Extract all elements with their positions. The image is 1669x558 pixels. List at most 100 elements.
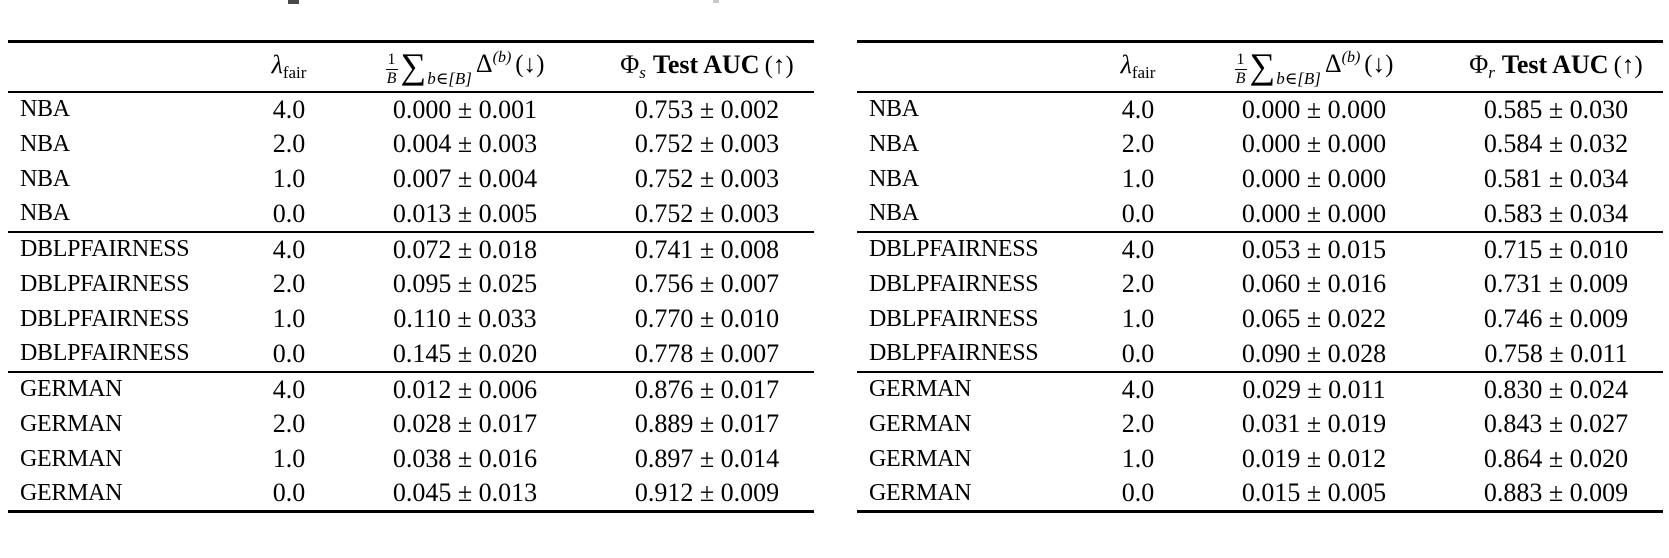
auc-cell: 0.585 ± 0.030 — [1483, 94, 1629, 124]
delta-cell: 0.038 ± 0.016 — [392, 444, 538, 473]
summation-symbol: ∑ — [1249, 45, 1276, 86]
auc-cell: 0.752 ± 0.003 — [634, 129, 780, 158]
lambda-cell: 4.0 — [272, 94, 306, 124]
delta-cell: 0.012 ± 0.006 — [392, 374, 538, 404]
table-row: NBA 0.0 0.013 ± 0.005 0.752 ± 0.003 — [8, 197, 814, 232]
delta-cell: 0.145 ± 0.020 — [392, 338, 538, 368]
table-row: DBLPFAIRNESS 4.0 0.053 ± 0.015 0.715 ± 0.01… — [857, 232, 1663, 267]
phi-symbol: Φ — [620, 50, 640, 80]
lambda-fair-column-header: λfair — [1097, 42, 1179, 92]
dataset-cell: GERMAN — [869, 376, 972, 402]
delta-cell: 0.072 ± 0.018 — [392, 234, 538, 264]
lambda-cell: 2.0 — [1121, 409, 1155, 438]
auc-cell: 0.752 ± 0.003 — [634, 164, 780, 193]
delta-superscript: (b) — [492, 48, 512, 66]
nba-group: NBA 4.0 0.000 ± 0.001 0.753 ± 0.002 NBA 2.0 0.… — [8, 92, 814, 232]
lambda-cell: 2.0 — [1121, 269, 1155, 298]
lambda-cell: 1.0 — [272, 444, 306, 473]
dataset-cell: DBLPFAIRNESS — [20, 305, 190, 332]
dataset-cell: GERMAN — [20, 376, 123, 402]
auc-cell: 0.864 ± 0.020 — [1483, 444, 1629, 473]
auc-cell: 0.715 ± 0.010 — [1483, 234, 1629, 264]
delta-cell: 0.053 ± 0.015 — [1241, 234, 1387, 264]
summation-subscript: b∈[B] — [1276, 68, 1321, 88]
lambda-cell: 2.0 — [272, 409, 306, 438]
dataset-cell: DBLPFAIRNESS — [869, 340, 1039, 366]
table-row: GERMAN 1.0 0.019 ± 0.012 0.864 ± 0.020 — [857, 442, 1663, 477]
table-row: GERMAN 2.0 0.031 ± 0.019 0.843 ± 0.027 — [857, 407, 1663, 442]
lambda-cell: 2.0 — [1121, 129, 1155, 158]
delta-superscript: (b) — [1341, 48, 1361, 66]
delta-cell: 0.090 ± 0.028 — [1241, 338, 1387, 368]
delta-cell: 0.045 ± 0.013 — [392, 478, 538, 508]
table-row: GERMAN 4.0 0.012 ± 0.006 0.876 ± 0.017 — [8, 372, 814, 407]
lambda-subscript: fair — [282, 63, 307, 83]
dataset-cell: DBLPFAIRNESS — [869, 236, 1039, 262]
header-row: λfair 1 B ∑b∈[B]Δ(b) (↓) Φs Test AUC (↑) — [8, 42, 814, 92]
dblpfairness-group: DBLPFAIRNESS 4.0 0.072 ± 0.018 0.741 ± 0.00… — [8, 231, 814, 372]
german-group: GERMAN 4.0 0.012 ± 0.006 0.876 ± 0.017 GERMA… — [8, 371, 814, 512]
lambda-cell: 1.0 — [1121, 164, 1155, 193]
table-row: GERMAN 4.0 0.029 ± 0.011 0.830 ± 0.024 — [857, 372, 1663, 407]
delta-cell: 0.095 ± 0.025 — [392, 269, 538, 298]
lambda-cell: 0.0 — [1121, 338, 1155, 368]
dataset-cell: NBA — [20, 165, 70, 192]
table-row: GERMAN 1.0 0.038 ± 0.016 0.897 ± 0.014 — [8, 442, 814, 477]
auc-cell: 0.843 ± 0.027 — [1483, 409, 1629, 438]
auc-cell: 0.581 ± 0.034 — [1483, 164, 1629, 193]
lambda-cell: 4.0 — [1121, 374, 1155, 404]
table-row: NBA 1.0 0.007 ± 0.004 0.752 ± 0.003 — [8, 162, 814, 197]
dataset-cell: GERMAN — [20, 479, 123, 506]
phi-r-table-container: λfair 1 B ∑b∈[B]Δ(b) (↓) Φr Test AUC (↑) NBA 4… — [857, 40, 1663, 513]
test-auc-label: Test AUC — [652, 50, 760, 80]
lambda-cell: 4.0 — [272, 374, 306, 404]
dblpfairness-group: DBLPFAIRNESS 4.0 0.053 ± 0.015 0.715 ± 0.01… — [857, 231, 1663, 372]
auc-cell: 0.756 ± 0.007 — [634, 269, 780, 298]
phi-subscript: r — [1488, 63, 1495, 83]
auc-cell: 0.912 ± 0.009 — [634, 478, 780, 508]
lambda-cell: 1.0 — [272, 164, 306, 193]
table-row: DBLPFAIRNESS 0.0 0.090 ± 0.028 0.758 ± 0.01… — [857, 337, 1663, 372]
down-arrow-marker: (↓) — [1364, 50, 1394, 78]
dataset-cell: DBLPFAIRNESS — [869, 270, 1039, 297]
phi-s-results-table: λfair 1 B ∑b∈[B]Δ(b) (↓) Φs Test AUC (↑) NBA 4… — [8, 40, 814, 513]
auc-cell: 0.889 ± 0.017 — [634, 409, 780, 438]
dataset-cell: NBA — [869, 130, 919, 157]
table-row: NBA 4.0 0.000 ± 0.000 0.585 ± 0.030 — [857, 92, 1663, 127]
header-row: λfair 1 B ∑b∈[B]Δ(b) (↓) Φr Test AUC (↑) — [857, 42, 1663, 92]
dataset-cell: DBLPFAIRNESS — [20, 236, 190, 262]
lambda-symbol: λ — [271, 50, 283, 80]
test-auc-column-header: Φr Test AUC (↑) — [1449, 42, 1663, 92]
dataset-column-header — [857, 42, 1097, 92]
auc-cell: 0.758 ± 0.011 — [1484, 338, 1628, 368]
dataset-cell: NBA — [869, 165, 919, 192]
auc-cell: 0.731 ± 0.009 — [1483, 269, 1629, 298]
auc-cell: 0.897 ± 0.014 — [634, 444, 780, 473]
mean-delta-column-header: 1 B ∑b∈[B]Δ(b) (↓) — [330, 42, 600, 92]
cropped-text-artifact — [288, 0, 299, 4]
table-row: NBA 4.0 0.000 ± 0.001 0.753 ± 0.002 — [8, 92, 814, 127]
auc-cell: 0.876 ± 0.017 — [634, 374, 780, 404]
auc-cell: 0.770 ± 0.010 — [634, 304, 780, 333]
lambda-cell: 1.0 — [1121, 444, 1155, 473]
dataset-cell: NBA — [20, 200, 70, 226]
dataset-cell: GERMAN — [869, 410, 972, 437]
delta-cell: 0.019 ± 0.012 — [1241, 444, 1387, 473]
dataset-cell: GERMAN — [20, 410, 123, 437]
delta-cell: 0.060 ± 0.016 — [1241, 269, 1387, 298]
summation-symbol: ∑ — [400, 45, 427, 86]
delta-cell: 0.028 ± 0.017 — [392, 409, 538, 438]
delta-cell: 0.007 ± 0.004 — [392, 164, 538, 193]
lambda-fair-column-header: λfair — [248, 42, 330, 92]
delta-cell: 0.110 ± 0.033 — [393, 304, 537, 333]
delta-cell: 0.013 ± 0.005 — [392, 198, 538, 228]
table-row: DBLPFAIRNESS 4.0 0.072 ± 0.018 0.741 ± 0.00… — [8, 232, 814, 267]
summation-subscript: b∈[B] — [427, 68, 472, 88]
phi-subscript: s — [639, 63, 646, 83]
delta-cell: 0.029 ± 0.011 — [1242, 374, 1386, 404]
table-header: λfair 1 B ∑b∈[B]Δ(b) (↓) Φs Test AUC (↑) — [8, 42, 814, 92]
up-arrow-marker: (↑) — [764, 52, 794, 80]
lambda-cell: 1.0 — [272, 304, 306, 333]
